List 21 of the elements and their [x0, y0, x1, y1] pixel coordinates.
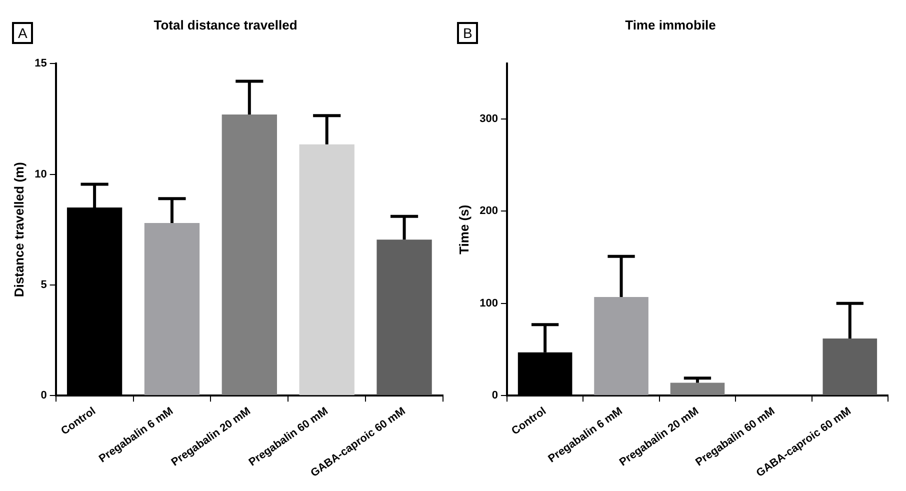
y-tick-label: 15: [34, 58, 47, 70]
chart-title: Total distance travelled: [154, 17, 298, 32]
y-tick-label: 0: [40, 390, 47, 402]
y-axis-title: Time (s): [456, 204, 472, 254]
bar: [222, 114, 278, 396]
y-axis-title: Distance travelled (m): [11, 162, 26, 298]
bar: [594, 296, 648, 396]
bar: [670, 382, 725, 396]
bar: [822, 338, 878, 396]
bar: [376, 240, 432, 396]
y-tick-label: 200: [480, 205, 498, 218]
y-tick-label: 0: [492, 390, 498, 402]
text: A: [12, 22, 34, 44]
text: B: [457, 22, 478, 44]
y-tick-label: 5: [40, 279, 47, 292]
bar: [144, 222, 200, 396]
y-tick-label: 300: [480, 112, 498, 125]
bar: [299, 144, 354, 396]
y-tick-label: 100: [480, 297, 498, 310]
chart-title: Time immobile: [625, 17, 716, 32]
y-tick-label: 10: [34, 168, 47, 180]
